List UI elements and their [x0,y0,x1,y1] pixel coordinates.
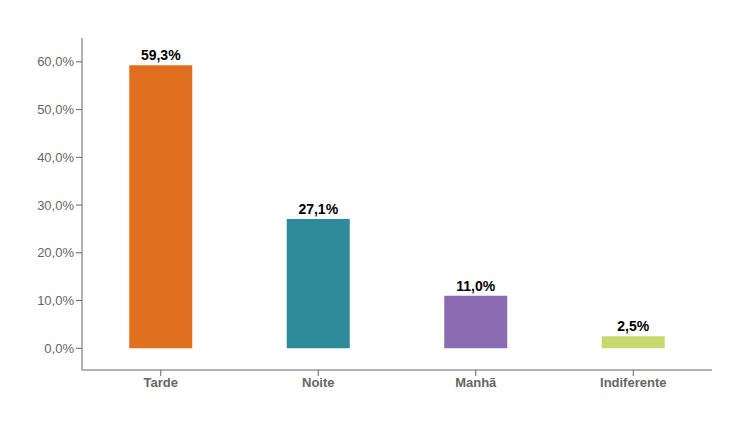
svg-text:0,0%: 0,0% [44,341,74,356]
svg-text:50,0%: 50,0% [37,102,74,117]
svg-text:Indiferente: Indiferente [600,375,666,390]
svg-text:Manhã: Manhã [455,375,497,390]
svg-text:30,0%: 30,0% [37,198,74,213]
svg-text:Noite: Noite [302,375,335,390]
svg-text:40,0%: 40,0% [37,150,74,165]
svg-text:60,0%: 60,0% [37,54,74,69]
svg-text:11,0%: 11,0% [456,278,495,294]
svg-text:10,0%: 10,0% [37,293,74,308]
svg-text:2,5%: 2,5% [617,318,649,334]
svg-text:20,0%: 20,0% [37,245,74,260]
svg-text:27,1%: 27,1% [298,201,338,217]
svg-text:59,3%: 59,3% [141,47,181,63]
svg-text:Tarde: Tarde [144,375,178,390]
